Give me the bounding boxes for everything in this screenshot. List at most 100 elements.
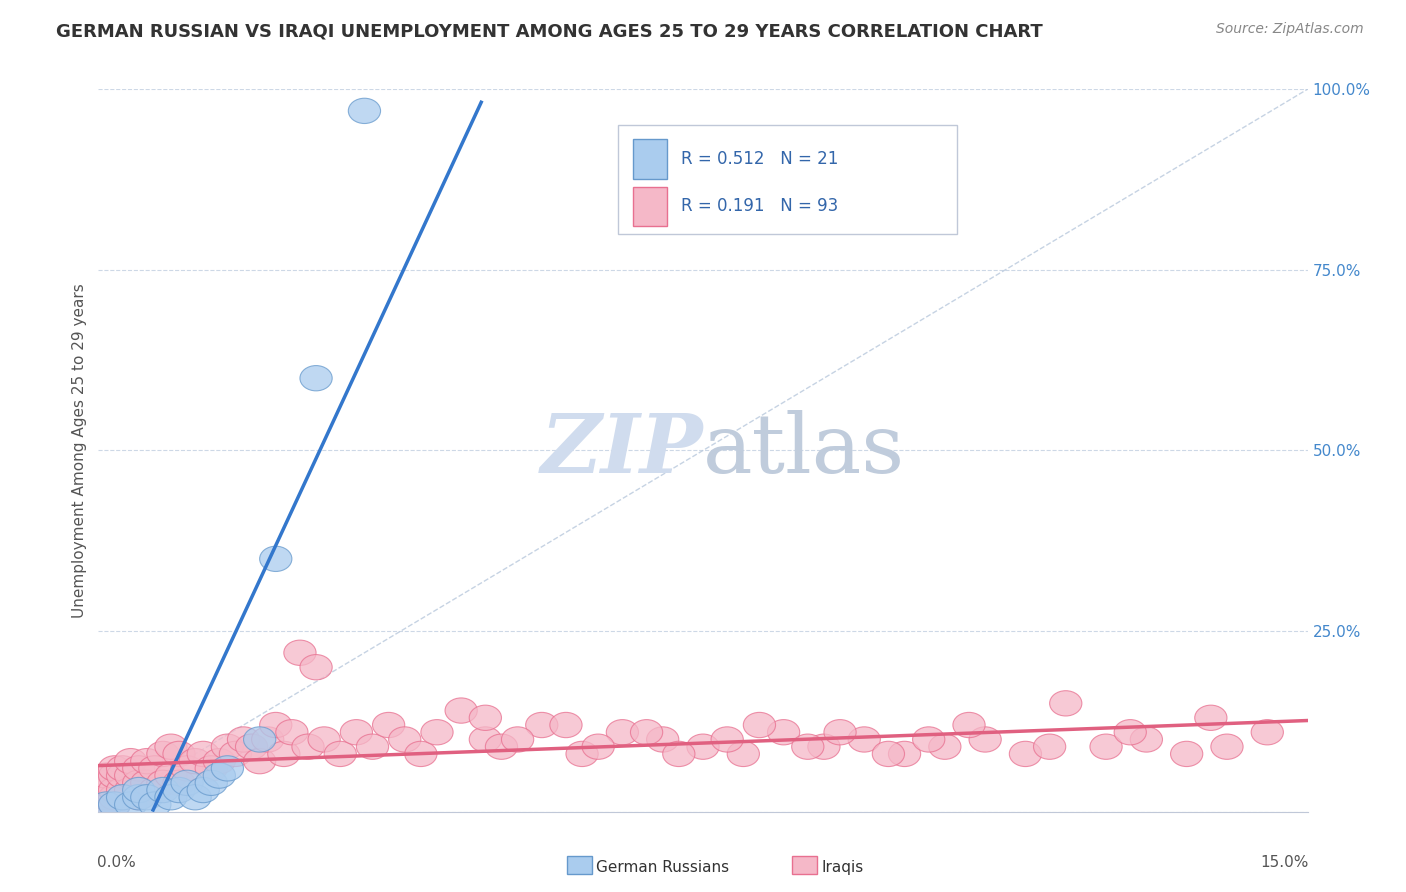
Ellipse shape [1251, 720, 1284, 745]
Ellipse shape [446, 698, 477, 723]
Bar [633, 186, 666, 227]
Ellipse shape [98, 785, 131, 810]
Ellipse shape [912, 727, 945, 752]
Text: atlas: atlas [703, 410, 905, 491]
Ellipse shape [1033, 734, 1066, 759]
Ellipse shape [1050, 690, 1081, 716]
Ellipse shape [727, 741, 759, 766]
Ellipse shape [1090, 734, 1122, 759]
Ellipse shape [122, 756, 155, 781]
Ellipse shape [1171, 741, 1202, 766]
Ellipse shape [131, 785, 163, 810]
Ellipse shape [155, 734, 187, 759]
Ellipse shape [211, 756, 243, 781]
Ellipse shape [98, 792, 131, 817]
Text: Iraqis: Iraqis [821, 860, 863, 874]
Text: R = 0.191   N = 93: R = 0.191 N = 93 [682, 197, 838, 215]
Ellipse shape [630, 720, 662, 745]
Ellipse shape [308, 727, 340, 752]
Ellipse shape [848, 727, 880, 752]
Ellipse shape [195, 756, 228, 781]
Ellipse shape [90, 770, 122, 796]
Ellipse shape [122, 785, 155, 810]
Ellipse shape [107, 785, 139, 810]
Ellipse shape [195, 770, 228, 796]
Ellipse shape [567, 741, 598, 766]
Ellipse shape [122, 770, 155, 796]
Ellipse shape [107, 756, 139, 781]
Ellipse shape [373, 713, 405, 738]
Ellipse shape [711, 727, 744, 752]
Ellipse shape [1010, 741, 1042, 766]
Ellipse shape [98, 763, 131, 789]
Ellipse shape [146, 778, 179, 803]
Ellipse shape [647, 727, 679, 752]
Ellipse shape [179, 748, 211, 773]
Ellipse shape [131, 770, 163, 796]
Ellipse shape [953, 713, 986, 738]
Ellipse shape [808, 734, 839, 759]
Ellipse shape [325, 741, 356, 766]
Ellipse shape [662, 741, 695, 766]
Ellipse shape [235, 734, 267, 759]
Ellipse shape [90, 763, 122, 789]
Ellipse shape [889, 741, 921, 766]
Ellipse shape [107, 778, 139, 803]
Ellipse shape [299, 366, 332, 391]
Ellipse shape [260, 546, 292, 572]
Ellipse shape [550, 713, 582, 738]
Ellipse shape [204, 763, 235, 789]
Ellipse shape [114, 792, 146, 817]
Ellipse shape [131, 748, 163, 773]
Text: GERMAN RUSSIAN VS IRAQI UNEMPLOYMENT AMONG AGES 25 TO 29 YEARS CORRELATION CHART: GERMAN RUSSIAN VS IRAQI UNEMPLOYMENT AMO… [56, 22, 1043, 40]
Ellipse shape [219, 741, 252, 766]
Ellipse shape [122, 778, 155, 803]
Y-axis label: Unemployment Among Ages 25 to 29 years: Unemployment Among Ages 25 to 29 years [72, 283, 87, 618]
Ellipse shape [582, 734, 614, 759]
Ellipse shape [172, 770, 204, 796]
Ellipse shape [470, 727, 502, 752]
Ellipse shape [276, 720, 308, 745]
Ellipse shape [292, 734, 325, 759]
Ellipse shape [688, 734, 718, 759]
Ellipse shape [98, 792, 131, 817]
Ellipse shape [90, 785, 122, 810]
Ellipse shape [139, 778, 172, 803]
Text: ZIP: ZIP [540, 410, 703, 491]
Ellipse shape [1114, 720, 1146, 745]
Ellipse shape [388, 727, 420, 752]
Ellipse shape [420, 720, 453, 745]
Ellipse shape [356, 734, 388, 759]
Text: 0.0%: 0.0% [97, 855, 136, 870]
Ellipse shape [90, 792, 122, 817]
Ellipse shape [179, 785, 211, 810]
Ellipse shape [98, 778, 131, 803]
Ellipse shape [172, 756, 204, 781]
Ellipse shape [284, 640, 316, 665]
Text: Source: ZipAtlas.com: Source: ZipAtlas.com [1216, 22, 1364, 37]
Ellipse shape [470, 706, 502, 731]
Ellipse shape [606, 720, 638, 745]
Ellipse shape [114, 778, 146, 803]
Ellipse shape [107, 785, 139, 810]
Text: 15.0%: 15.0% [1260, 855, 1309, 870]
Ellipse shape [485, 734, 517, 759]
Ellipse shape [114, 763, 146, 789]
Ellipse shape [526, 713, 558, 738]
Ellipse shape [252, 727, 284, 752]
Ellipse shape [163, 778, 195, 803]
Ellipse shape [744, 713, 776, 738]
Ellipse shape [90, 792, 122, 817]
Ellipse shape [405, 741, 437, 766]
Ellipse shape [98, 756, 131, 781]
Ellipse shape [1195, 706, 1227, 731]
Text: German Russians: German Russians [596, 860, 730, 874]
Ellipse shape [90, 778, 122, 803]
Bar [633, 139, 666, 178]
Ellipse shape [114, 748, 146, 773]
Ellipse shape [768, 720, 800, 745]
Ellipse shape [139, 792, 172, 817]
Ellipse shape [187, 741, 219, 766]
Ellipse shape [139, 756, 172, 781]
Text: R = 0.512   N = 21: R = 0.512 N = 21 [682, 150, 838, 168]
